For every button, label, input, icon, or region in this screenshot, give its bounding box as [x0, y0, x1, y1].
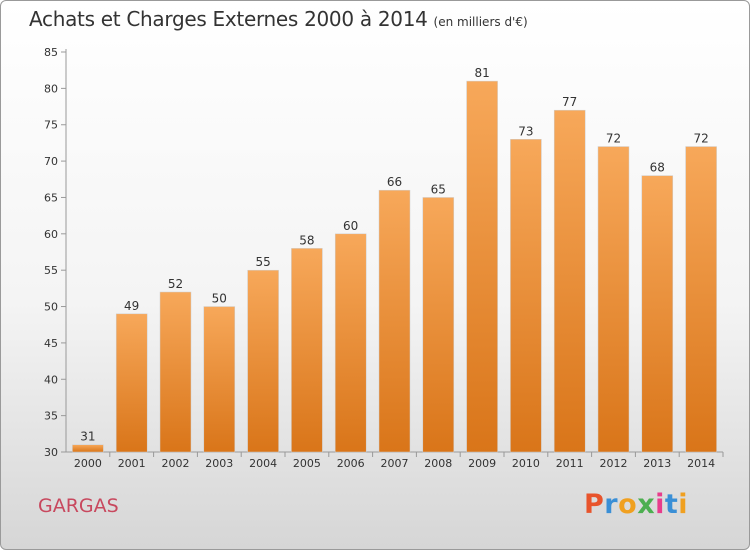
data-label-2007: 66	[387, 175, 402, 189]
x-tick-label: 2005	[293, 457, 321, 470]
x-tick-label: 2001	[118, 457, 146, 470]
y-tick-label: 50	[44, 301, 58, 314]
data-label-2008: 65	[431, 182, 446, 196]
y-tick-label: 45	[44, 337, 58, 350]
proxiti-logo[interactable]: Proxiti	[584, 489, 688, 520]
bar-2014	[685, 146, 717, 453]
data-label-2004: 55	[255, 255, 270, 269]
x-tick-label: 2010	[512, 457, 540, 470]
data-label-2005: 58	[299, 233, 314, 247]
commune-name: GARGAS	[38, 495, 119, 517]
bars	[72, 80, 717, 453]
data-labels: 31 49 52 50 55 58 60 66 65 81 73 77 72 68 72	[80, 66, 708, 444]
x-tick-label: 2014	[687, 457, 715, 470]
data-label-2003: 50	[212, 292, 227, 306]
logo-letter: i	[678, 489, 689, 520]
y-tick-label: 80	[44, 82, 58, 95]
y-tick-label: 55	[44, 264, 58, 277]
y-tick-label: 70	[44, 155, 58, 168]
logo-letter: r	[604, 489, 619, 520]
x-tick-label: 2000	[74, 457, 102, 470]
bar-2000	[72, 444, 104, 453]
data-label-2013: 68	[650, 161, 665, 175]
y-tick-label: 30	[44, 446, 58, 459]
chart-title-text: Achats et Charges Externes 2000 à 2014	[29, 7, 428, 31]
y-tick-label: 65	[44, 191, 58, 204]
x-axis: 2000 2001 2002 2003 2004 2005 2006 2007 2008 2009…	[66, 451, 724, 470]
logo-letter: o	[618, 489, 638, 520]
data-label-2014: 72	[693, 132, 708, 146]
y-tick-label: 35	[44, 410, 58, 423]
bar-2001	[115, 313, 148, 453]
chart-subtitle: (en milliers d'€)	[433, 15, 528, 29]
bar-2013	[641, 175, 674, 453]
logo-letter: t	[664, 489, 679, 520]
bar-2004	[247, 269, 279, 453]
logo-letter: x	[637, 489, 656, 520]
x-tick-label: 2013	[643, 457, 671, 470]
x-tick-label: 2008	[424, 457, 452, 470]
data-label-2001: 49	[124, 299, 139, 313]
x-tick-label: 2003	[205, 457, 233, 470]
data-label-2000: 31	[80, 430, 95, 444]
data-label-2009: 81	[474, 66, 489, 80]
bar-2005	[291, 248, 323, 453]
y-tick-label: 75	[44, 119, 58, 132]
y-tick-label: 40	[44, 373, 58, 386]
y-tick-label: 60	[44, 228, 58, 241]
bar-2002	[159, 291, 192, 453]
bar-2012	[597, 146, 630, 453]
bar-2006	[334, 233, 367, 453]
data-label-2012: 72	[606, 132, 621, 146]
x-tick-label: 2011	[556, 457, 584, 470]
bar-2003	[203, 306, 236, 453]
x-tick-label: 2009	[468, 457, 496, 470]
x-tick-label: 2004	[249, 457, 277, 470]
x-tick-label: 2007	[381, 457, 409, 470]
chart-title: Achats et Charges Externes 2000 à 2014 (e…	[29, 7, 528, 31]
bar-2010	[510, 139, 542, 453]
logo-letter: P	[584, 489, 605, 520]
x-tick-label: 2012	[600, 457, 628, 470]
logo-letter: i	[655, 489, 665, 520]
bar-2011	[553, 109, 586, 453]
data-label-2011: 77	[562, 95, 577, 109]
bar-2008	[422, 197, 455, 453]
bar-2007	[378, 189, 411, 453]
data-label-2006: 60	[343, 219, 358, 233]
data-label-2002: 52	[168, 277, 183, 291]
data-label-2010: 73	[518, 124, 533, 138]
x-tick-label: 2006	[337, 457, 365, 470]
bar-2009	[466, 80, 498, 453]
y-axis: 30 35 40 45 50 55 60 65 70 75 80 85	[44, 46, 67, 459]
y-tick-label: 85	[44, 46, 58, 59]
x-tick-label: 2002	[162, 457, 190, 470]
